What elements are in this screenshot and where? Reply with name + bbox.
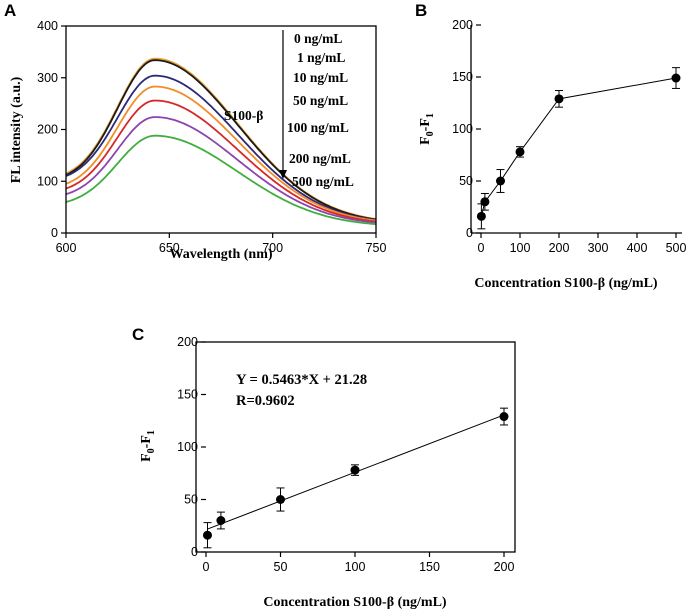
- y-title-sub0: 0: [425, 131, 436, 136]
- spectrum-line-series-6: [65, 134, 377, 226]
- data-point: [515, 147, 525, 157]
- x-tick-label: 0: [203, 560, 210, 574]
- y-tick-label: 200: [37, 123, 58, 137]
- x-tick-label: 600: [56, 241, 77, 255]
- y-tick-label: 150: [452, 70, 473, 84]
- x-tick-label: 100: [345, 560, 366, 574]
- data-point: [554, 94, 564, 104]
- y-title-sub1: 1: [425, 113, 436, 118]
- panel-a-x-axis-title: Wavelength (nm): [169, 247, 272, 262]
- x-tick-label: 150: [419, 560, 440, 574]
- panel-b-y-axis-title: F0-F1: [418, 113, 436, 145]
- y-tick-label: 300: [37, 71, 58, 85]
- legend-entry-2: 10 ng/mL: [293, 70, 348, 85]
- panel-c-marks: [202, 407, 509, 549]
- spectrum-line-series-1: [65, 59, 377, 221]
- legend-entry-0: 0 ng/mL: [294, 31, 342, 46]
- data-point: [350, 465, 360, 475]
- data-point: [671, 73, 681, 83]
- panel-c: C 0 50 100 150 200 0 50 100 150 200 Y = 0.5463*X …: [132, 325, 516, 610]
- panel-a-series-group: [65, 57, 377, 226]
- x-tick-label: 100: [510, 241, 531, 255]
- y-tick-label: 100: [177, 440, 198, 454]
- y-tick-label: 200: [452, 18, 473, 32]
- data-point: [496, 176, 505, 186]
- panel-a-ticks: 600 650 700 750 0 100 200 300 400: [37, 19, 386, 255]
- y-title-mid: -F: [418, 118, 433, 131]
- x-tick-label: 650: [159, 241, 180, 255]
- panel-c-x-axis-title: Concentration S100-β (ng/mL): [263, 595, 446, 610]
- panel-a-y-axis-title: FL intensity (a.u.): [9, 76, 24, 183]
- y-tick-label: 100: [452, 122, 473, 136]
- y-tick-label: 0: [466, 226, 473, 240]
- panel-b-label: B: [415, 1, 427, 20]
- connecting-line: [480, 77, 677, 217]
- data-point: [499, 412, 509, 422]
- legend-entry-4: 100 ng/mL: [287, 120, 349, 135]
- data-point: [202, 530, 212, 540]
- panel-b-marks: [476, 67, 681, 230]
- y-tick-label: 50: [459, 174, 473, 188]
- legend-entry-5: 200 ng/mL: [289, 151, 351, 166]
- y-title-sub0: 0: [146, 448, 157, 453]
- x-tick-label: 750: [366, 241, 387, 255]
- panel-a-analyte-label: S100-β: [224, 108, 263, 123]
- y-title-f: F: [139, 453, 154, 462]
- spectrum-line-series-3: [65, 85, 377, 222]
- y-tick-label: 50: [184, 493, 198, 507]
- x-tick-label: 400: [627, 241, 648, 255]
- panel-a: A 600 650 700 750 0 100 200 300 400 Wavelength (…: [4, 1, 386, 262]
- legend-entry-1: 1 ng/mL: [297, 50, 345, 65]
- fit-equation: Y = 0.5463*X + 21.28: [236, 372, 367, 388]
- panel-b-ticks: 0 100 200 300 400 500 0 50 100 150 200: [452, 18, 686, 255]
- y-tick-label: 150: [177, 388, 198, 402]
- x-tick-label: 200: [494, 560, 515, 574]
- y-tick-label: 200: [177, 335, 198, 349]
- panel-a-legend: 0 ng/mL 1 ng/mL 10 ng/mL 50 ng/mL 100 ng…: [224, 30, 354, 189]
- concentration-arrow-head: [279, 170, 287, 179]
- legend-entry-3: 50 ng/mL: [293, 93, 348, 108]
- panel-c-y-axis-title: F0-F1: [139, 430, 157, 462]
- spectrum-line-series-5: [65, 116, 377, 224]
- fit-r-value: R=0.9602: [236, 393, 295, 409]
- x-tick-label: 50: [274, 560, 288, 574]
- panel-b: B 0 100 200 300 400 500 0 50 100 150 200 Concentra…: [415, 1, 686, 291]
- panel-a-label: A: [4, 1, 16, 20]
- spectrum-line-series-2: [65, 74, 377, 221]
- y-tick-label: 100: [37, 174, 58, 188]
- y-title-mid: -F: [139, 435, 154, 448]
- legend-entry-6: 500 ng/mL: [292, 174, 354, 189]
- data-point: [216, 516, 226, 525]
- y-tick-label: 0: [191, 545, 198, 559]
- data-point: [476, 211, 486, 221]
- panel-c-ticks: 0 50 100 150 200 0 50 100 150 200: [177, 335, 514, 574]
- x-tick-label: 700: [262, 241, 283, 255]
- panel-b-x-axis-title: Concentration S100-β (ng/mL): [474, 276, 657, 291]
- spectrum-line-series-4: [65, 99, 377, 223]
- y-tick-label: 0: [51, 226, 58, 240]
- y-title-f: F: [418, 136, 433, 145]
- data-point: [276, 495, 285, 504]
- y-title-sub1: 1: [146, 430, 157, 435]
- x-tick-label: 300: [588, 241, 609, 255]
- x-tick-label: 500: [666, 241, 687, 255]
- data-point: [480, 197, 490, 207]
- x-tick-label: 200: [549, 241, 570, 255]
- panel-c-label: C: [132, 325, 144, 344]
- y-tick-label: 400: [37, 19, 58, 33]
- x-tick-label: 0: [478, 241, 485, 255]
